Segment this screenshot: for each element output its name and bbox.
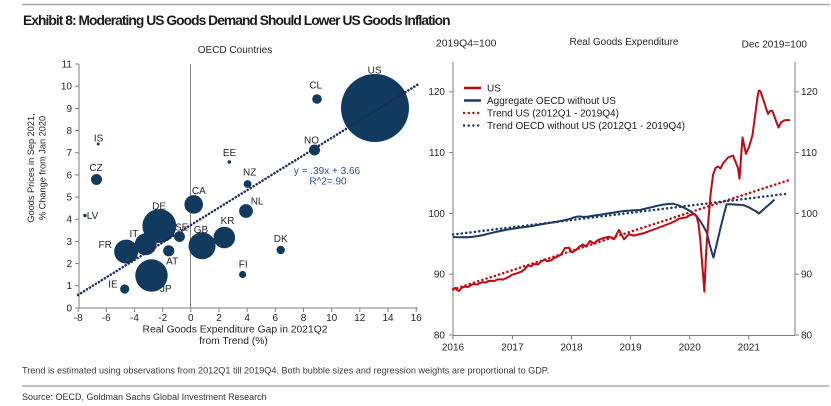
svg-text:FR: FR [99,240,112,251]
svg-text:5: 5 [66,193,72,204]
svg-text:CA: CA [192,186,206,197]
svg-text:2020: 2020 [679,343,702,354]
svg-text:6: 6 [66,170,72,181]
svg-text:90: 90 [434,270,446,281]
svg-text:2016: 2016 [442,343,465,354]
svg-text:from Trend (%): from Trend (%) [199,336,268,347]
svg-text:120: 120 [428,87,445,98]
svg-text:110: 110 [801,148,817,159]
svg-text:16: 16 [411,313,423,324]
svg-text:IS: IS [94,134,104,145]
svg-text:Trend OECD without US (2012Q1: Trend OECD without US (2012Q1 - 2019Q4) [487,121,685,132]
svg-text:4: 4 [66,215,72,226]
svg-text:FI: FI [239,260,248,271]
svg-text:DK: DK [274,234,288,245]
svg-text:1: 1 [66,281,72,292]
svg-text:SE: SE [175,223,189,234]
svg-text:LV: LV [87,211,99,222]
svg-text:NO: NO [304,136,319,147]
svg-text:US: US [487,84,501,95]
svg-text:KR: KR [221,216,235,227]
svg-text:EE: EE [223,148,237,159]
svg-text:DE: DE [152,202,166,213]
svg-text:-2: -2 [158,313,167,324]
svg-text:Goods Prices in Sep 2021,: Goods Prices in Sep 2021, [26,113,36,222]
svg-text:80: 80 [801,330,813,341]
svg-text:14: 14 [382,313,394,324]
svg-text:2017: 2017 [501,343,524,354]
svg-text:NZ: NZ [243,168,256,179]
svg-text:GB: GB [194,225,209,236]
svg-text:Real Goods Expenditure: Real Goods Expenditure [570,37,679,48]
svg-text:CZ: CZ [89,163,102,174]
svg-text:OECD Countries: OECD Countries [198,45,272,56]
svg-text:4: 4 [244,313,250,324]
svg-text:120: 120 [801,87,818,98]
svg-text:100: 100 [801,209,818,220]
svg-text:9: 9 [66,104,72,115]
svg-text:NL: NL [251,197,264,208]
svg-text:JP: JP [160,284,172,295]
svg-text:8: 8 [66,126,72,137]
svg-text:Aggregate OECD without US: Aggregate OECD without US [487,96,616,107]
svg-text:Dec 2019=100: Dec 2019=100 [742,40,808,51]
svg-text:US: US [368,66,382,77]
svg-text:2019: 2019 [619,343,642,354]
svg-text:7: 7 [66,148,72,159]
svg-text:Trend is estimated using obser: Trend is estimated using observations fr… [22,366,549,376]
svg-text:Source: OECD, Goldman Sachs Gl: Source: OECD, Goldman Sachs Global Inves… [22,392,267,402]
svg-text:11: 11 [62,59,73,70]
svg-text:2018: 2018 [560,343,583,354]
svg-text:12: 12 [354,313,366,324]
svg-text:10: 10 [326,313,338,324]
svg-text:Exhibit 8: Moderating US Goods: Exhibit 8: Moderating US Goods Demand Sh… [23,13,450,28]
svg-text:IE: IE [108,280,118,291]
svg-text:% Change from Jan 2020: % Change from Jan 2020 [38,116,48,220]
svg-text:y = .39x + 3.66: y = .39x + 3.66 [294,166,361,177]
svg-text:Real Goods Expenditure Gap in: Real Goods Expenditure Gap in 2021Q2 [143,325,328,336]
svg-text:Trend US (2012Q1 - 2019Q4): Trend US (2012Q1 - 2019Q4) [487,109,619,120]
svg-text:-6: -6 [102,313,111,324]
svg-text:80: 80 [434,330,446,341]
svg-text:6: 6 [273,313,279,324]
svg-text:2: 2 [216,313,222,324]
svg-text:8: 8 [301,313,307,324]
svg-text:IT: IT [129,229,138,240]
svg-text:3: 3 [66,237,72,248]
svg-text:110: 110 [429,148,445,159]
svg-text:-8: -8 [74,313,83,324]
svg-text:0: 0 [66,303,72,314]
svg-text:-4: -4 [130,313,139,324]
svg-text:AT: AT [166,257,178,268]
svg-text:2019Q4=100: 2019Q4=100 [436,39,497,50]
svg-text:10: 10 [61,82,73,93]
svg-text:100: 100 [428,209,445,220]
svg-text:2: 2 [66,259,72,270]
svg-text:2021: 2021 [738,343,761,354]
svg-text:0: 0 [188,313,194,324]
svg-text:CL: CL [309,81,322,92]
svg-text:90: 90 [801,270,813,281]
svg-text:R^2=.90: R^2=.90 [309,177,347,188]
